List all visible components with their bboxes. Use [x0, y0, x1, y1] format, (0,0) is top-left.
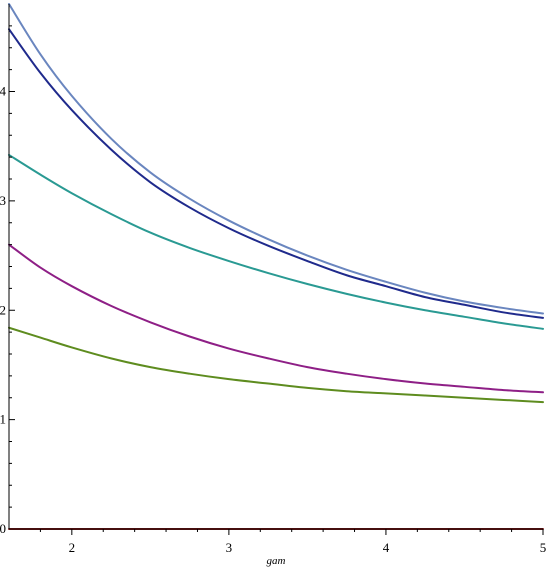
x-axis-title: gam — [267, 555, 286, 567]
x-tick-label: 4 — [383, 540, 390, 555]
axes-layer — [8, 4, 543, 530]
x-tick-label: 2 — [69, 540, 76, 555]
series-line-3 — [8, 153, 544, 330]
series-line-5 — [8, 326, 544, 404]
y-tick-label: 0.04 — [0, 84, 7, 99]
series-layer — [8, 3, 544, 530]
y-tick-label: 0 — [0, 521, 6, 536]
series-line-2 — [8, 28, 544, 319]
y-tick-label: 0.02 — [0, 302, 6, 317]
series-line-4 — [8, 243, 544, 394]
y-tick-label: 0.03 — [0, 193, 6, 208]
series-line-1 — [8, 3, 544, 315]
y-tick-label: 0.01 — [0, 412, 6, 427]
x-tick-label: 5 — [540, 540, 547, 555]
x-tick-label: 3 — [226, 540, 233, 555]
ticks-layer: 2 3 4 5 0 0.01 0.02 0.03 0.04 — [0, 25, 547, 555]
